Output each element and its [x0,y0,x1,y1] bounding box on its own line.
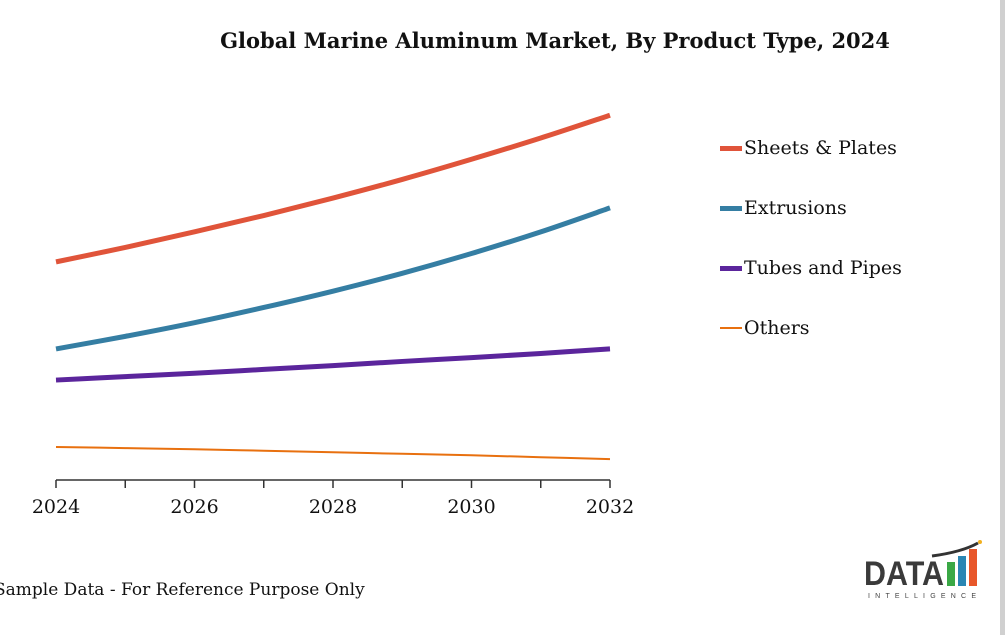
series-line-others [55,445,611,461]
x-tick-label: 2024 [32,496,80,518]
x-tick-label: 2026 [170,496,218,518]
footer-note: Sample Data - For Reference Purpose Only [0,580,365,600]
x-tick-label: 2028 [309,496,357,518]
legend-swatch [720,145,742,151]
x-tick-label: 2030 [447,496,495,518]
svg-text:DATA: DATA [864,555,944,593]
legend-swatch [720,265,742,271]
series-line-sheets-plates [55,112,611,265]
legend-item: Sheets & Plates [720,137,897,159]
legend-label: Sheets & Plates [744,137,897,159]
data-intelligence-logo: DATA INTELLIGENCE [864,540,982,600]
x-tick-label: 2032 [586,496,634,518]
legend-swatch [720,327,742,329]
legend-label: Extrusions [744,197,847,219]
legend-item: Tubes and Pipes [720,257,902,279]
legend-item: Others [720,317,810,339]
legend-swatch [720,205,742,211]
series-line-tubes-and-pipes [55,346,611,383]
legend-label: Others [744,317,810,339]
svg-text:INTELLIGENCE: INTELLIGENCE [868,593,976,600]
legend-label: Tubes and Pipes [744,257,902,279]
legend-item: Extrusions [720,197,847,219]
right-border [1000,0,1005,635]
chart-title: Global Marine Aluminum Market, By Produc… [220,28,890,53]
series-line-extrusions [55,205,611,352]
